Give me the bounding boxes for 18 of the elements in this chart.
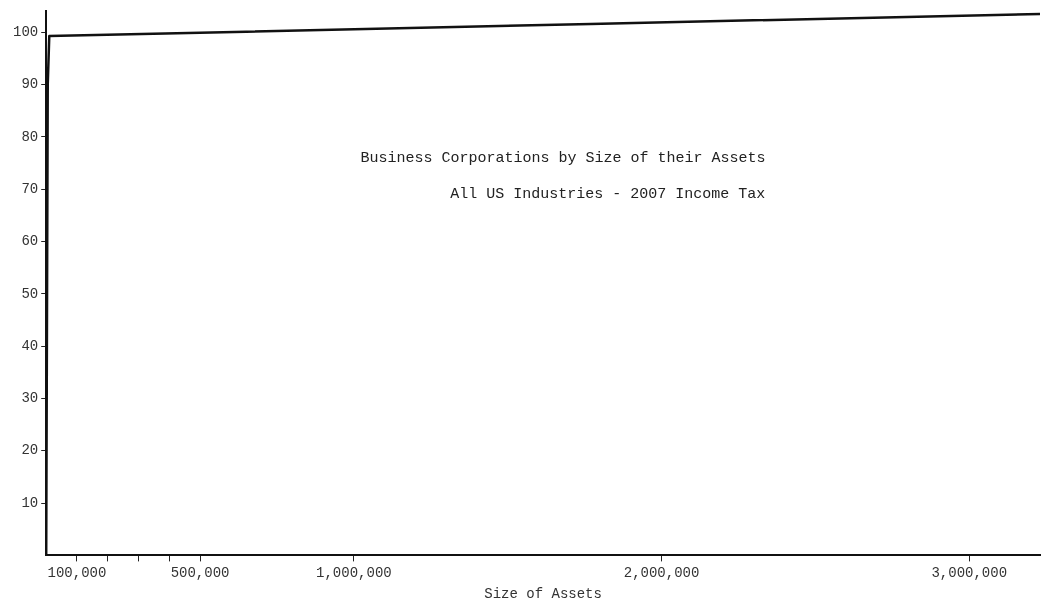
y-tick-label: 70 (21, 180, 39, 197)
y-tick-label: 100 (12, 24, 39, 41)
x-tick-label: 3,000,000 (931, 564, 1008, 581)
y-tick-label: 30 (21, 390, 39, 407)
y-tick-label: 60 (21, 233, 39, 250)
y-tick-label: 40 (21, 337, 39, 354)
text: All US Industries - 2007 Income Tax (450, 185, 766, 203)
x-tick-label: 100,000 (47, 564, 107, 581)
x-tick-label: 500,000 (170, 564, 230, 581)
y-tick-label: 50 (21, 285, 39, 302)
y-tick-label: 20 (21, 442, 39, 459)
y-tick-label: 90 (21, 76, 39, 93)
x-axis-title: Size of Assets (484, 586, 602, 603)
text: Business Corporations by Size of their Assets (360, 150, 766, 168)
x-tick-label: 2,000,000 (623, 564, 700, 581)
x-tick-label: 1,000,000 (316, 564, 392, 581)
y-tick-label: 10 (21, 494, 39, 511)
y-tick-label: 80 (21, 128, 39, 145)
